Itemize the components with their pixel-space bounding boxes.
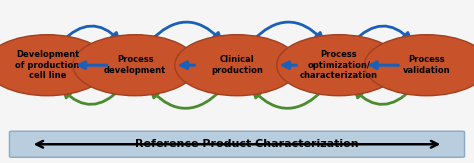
Ellipse shape [73,35,197,96]
Ellipse shape [175,35,299,96]
Text: Process
validation: Process validation [403,55,450,75]
Text: Development
of production
cell line: Development of production cell line [15,50,80,80]
Ellipse shape [277,35,401,96]
Text: Process
development: Process development [104,55,166,75]
Ellipse shape [365,35,474,96]
Text: Clinical
production: Clinical production [211,55,263,75]
Text: Reference Product Characterization: Reference Product Characterization [135,139,358,149]
Ellipse shape [0,35,109,96]
FancyBboxPatch shape [9,131,465,157]
Text: Process
optimization/
characterization: Process optimization/ characterization [300,50,378,80]
